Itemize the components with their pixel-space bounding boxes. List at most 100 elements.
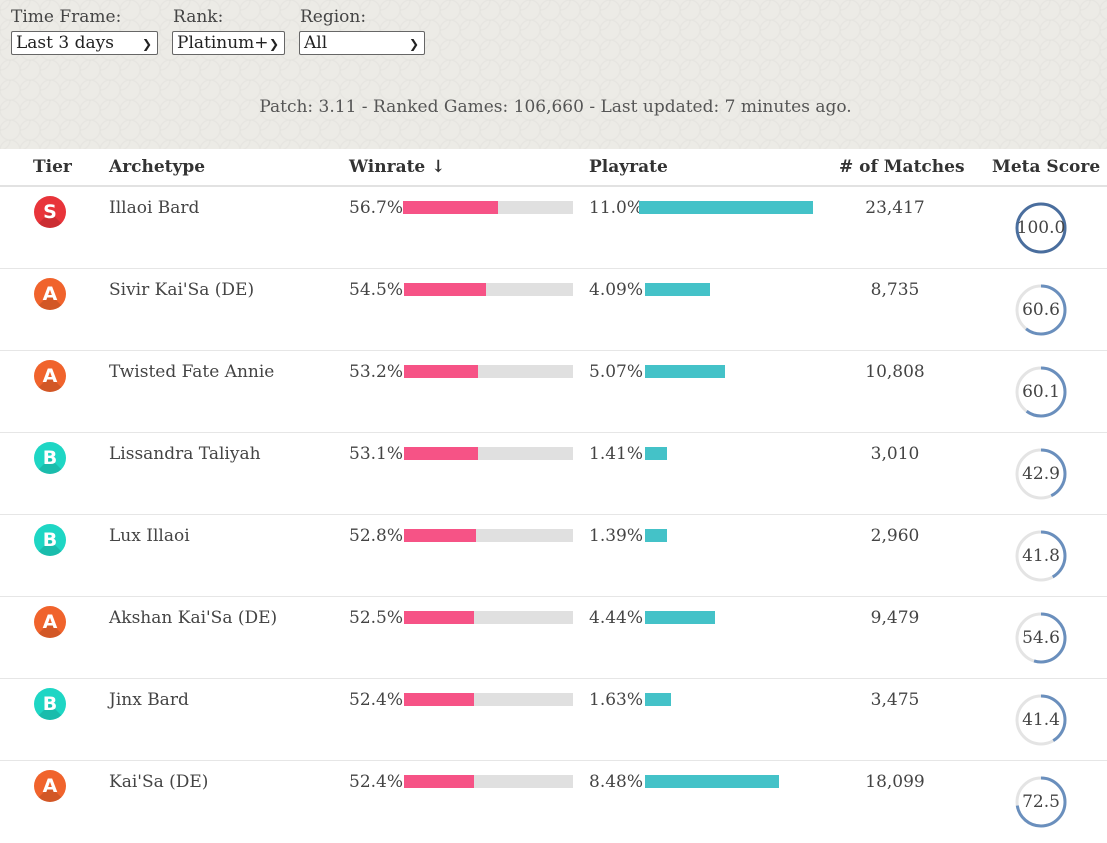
playrate-bar	[639, 201, 813, 214]
winrate-bar	[404, 283, 573, 296]
meta-score-header[interactable]: Meta Score	[992, 157, 1101, 177]
table-row[interactable]: A Twisted Fate Annie 53.2% 5.07% 10,808 60.1	[0, 351, 1107, 433]
meta-score-chart	[1015, 202, 1067, 254]
winrate-value: 52.8%	[349, 526, 404, 546]
archetype-name[interactable]: Lissandra Taliyah	[109, 444, 261, 464]
archetype-name[interactable]: Akshan Kai'Sa (DE)	[109, 608, 278, 628]
winrate-bar	[403, 201, 573, 214]
meta-score-chart	[1015, 694, 1067, 746]
archetype-name[interactable]: Twisted Fate Annie	[109, 362, 275, 382]
rank-value: Platinum+	[177, 33, 269, 53]
playrate-value: 4.44%	[589, 608, 644, 628]
table-row[interactable]: A Akshan Kai'Sa (DE) 52.5% 4.44% 9,479 54.6	[0, 597, 1107, 679]
meta-score-arc	[1015, 366, 1067, 418]
matches-header[interactable]: # of Matches	[839, 157, 965, 177]
tier-letter: A	[42, 283, 58, 305]
matches-count: 3,010	[870, 444, 920, 464]
meta-score-value: 41.8	[1022, 546, 1060, 566]
winrate-bar-fill	[404, 529, 476, 542]
playrate-header[interactable]: Playrate	[589, 157, 668, 177]
archetype-name[interactable]: Jinx Bard	[109, 690, 189, 710]
archetype-header[interactable]: Archetype	[109, 157, 206, 177]
matches-count: 10,808	[865, 362, 925, 382]
archetype-name[interactable]: Sivir Kai'Sa (DE)	[109, 280, 255, 300]
meta-score-ring: 41.8	[1014, 529, 1068, 583]
time-frame-filter: Time Frame:	[11, 7, 121, 31]
playrate-bar	[645, 283, 710, 296]
winrate-header[interactable]: Winrate ↓	[349, 157, 446, 177]
meta-score-arc	[1015, 530, 1067, 582]
table-row[interactable]: B Lissandra Taliyah 53.1% 1.41% 3,010 42.9	[0, 433, 1107, 515]
archetype-name[interactable]: Lux Illaoi	[109, 526, 190, 546]
playrate-bar	[645, 447, 667, 460]
meta-score-chart	[1015, 612, 1067, 664]
tier-badge: B	[34, 688, 66, 720]
playrate-bar	[645, 611, 715, 624]
winrate-value: 52.5%	[349, 608, 404, 628]
region-label: Region:	[300, 7, 367, 27]
winrate-bar	[404, 611, 573, 624]
matches-count: 3,475	[870, 690, 920, 710]
winrate-value: 54.5%	[349, 280, 404, 300]
matches-count: 8,735	[870, 280, 920, 300]
matches-count: 9,479	[870, 608, 920, 628]
meta-score-arc	[1015, 612, 1067, 664]
meta-score-arc	[1015, 776, 1067, 828]
winrate-bar	[404, 693, 573, 706]
tier-header[interactable]: Tier	[33, 157, 72, 177]
playrate-value: 1.63%	[589, 690, 644, 710]
playrate-value: 1.39%	[589, 526, 644, 546]
meta-score-chart	[1015, 284, 1067, 336]
tier-letter: S	[43, 201, 57, 223]
meta-score-chart	[1015, 366, 1067, 418]
meta-score-chart	[1015, 776, 1067, 828]
archetype-name[interactable]: Illaoi Bard	[109, 198, 200, 218]
region-select[interactable]: All ❯	[299, 31, 425, 55]
playrate-value: 11.0%	[589, 198, 644, 218]
winrate-bar-fill	[403, 201, 498, 214]
region-value: All	[304, 33, 328, 53]
meta-score-value: 100.0	[1016, 218, 1066, 238]
tier-badge: A	[34, 606, 66, 638]
meta-score-chart	[1015, 448, 1067, 500]
tier-badge: S	[34, 196, 66, 228]
meta-score-chart	[1015, 530, 1067, 582]
playrate-bar	[645, 365, 725, 378]
winrate-value: 56.7%	[349, 198, 404, 218]
winrate-bar	[404, 529, 573, 542]
winrate-value: 52.4%	[349, 690, 404, 710]
meta-score-ring: 60.6	[1014, 283, 1068, 337]
meta-score-arc	[1015, 448, 1067, 500]
meta-score-ring: 60.1	[1014, 365, 1068, 419]
chevron-down-icon: ❯	[268, 37, 279, 51]
time-frame-select[interactable]: Last 3 days ❯	[11, 31, 158, 55]
table-row[interactable]: B Lux Illaoi 52.8% 1.39% 2,960 41.8	[0, 515, 1107, 597]
tier-letter: A	[42, 611, 58, 633]
meta-score-ring: 72.5	[1014, 775, 1068, 829]
table-row[interactable]: B Jinx Bard 52.4% 1.63% 3,475 41.4	[0, 679, 1107, 761]
table-row[interactable]: A Sivir Kai'Sa (DE) 54.5% 4.09% 8,735 60.6	[0, 269, 1107, 351]
winrate-bar-fill	[404, 283, 486, 296]
playrate-bar	[645, 693, 671, 706]
winrate-bar	[404, 775, 573, 788]
meta-score-value: 41.4	[1022, 710, 1060, 730]
meta-score-ring: 100.0	[1014, 201, 1068, 255]
meta-score-value: 42.9	[1022, 464, 1060, 484]
winrate-bar-fill	[404, 365, 478, 378]
patch-info: Patch: 3.11 - Ranked Games: 106,660 - La…	[259, 97, 852, 117]
matches-count: 23,417	[865, 198, 925, 218]
matches-count: 18,099	[865, 772, 925, 792]
rank-select[interactable]: Platinum+ ❯	[172, 31, 285, 55]
archetype-name[interactable]: Kai'Sa (DE)	[109, 772, 209, 792]
winrate-bar-fill	[404, 693, 474, 706]
table-row[interactable]: S Illaoi Bard 56.7% 11.0% 23,417 100.0	[0, 187, 1107, 269]
playrate-value: 5.07%	[589, 362, 644, 382]
table-row[interactable]: A Kai'Sa (DE) 52.4% 8.48% 18,099 72.5	[0, 761, 1107, 843]
meta-score-value: 60.1	[1022, 382, 1060, 402]
tier-letter: B	[42, 529, 58, 551]
meta-score-ring: 42.9	[1014, 447, 1068, 501]
winrate-bar	[404, 365, 573, 378]
playrate-value: 8.48%	[589, 772, 644, 792]
meta-score-arc	[1015, 694, 1067, 746]
chevron-down-icon: ❯	[141, 37, 152, 51]
